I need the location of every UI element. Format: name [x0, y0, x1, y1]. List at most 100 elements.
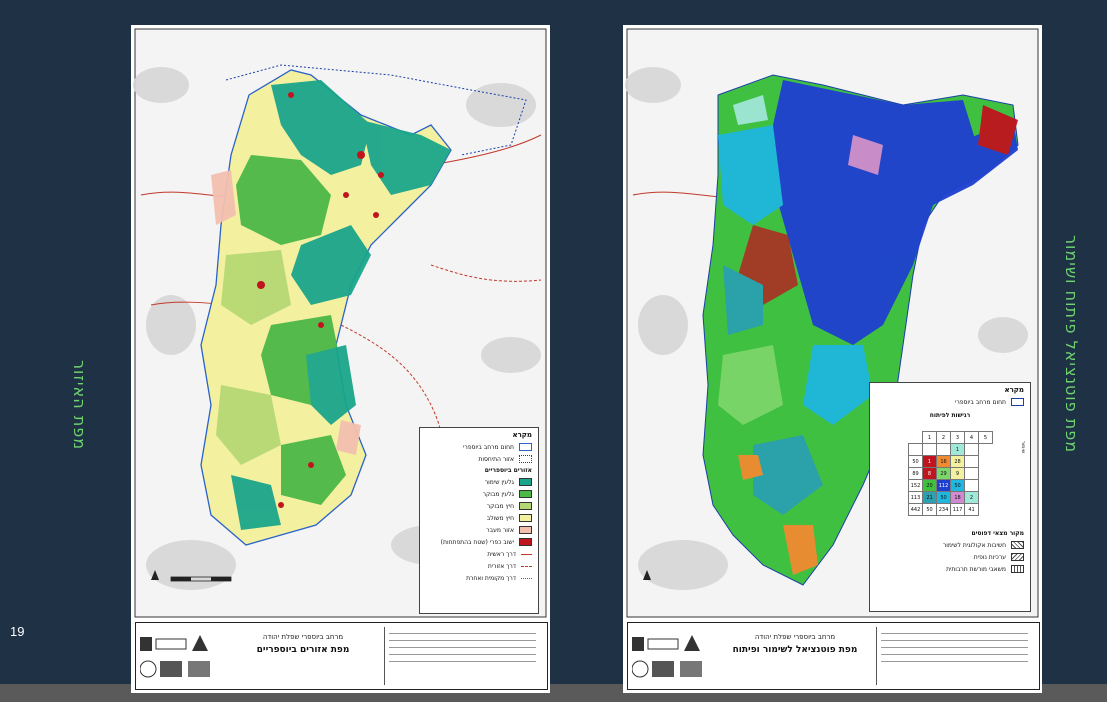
legend-item: דרך אזורית [420, 560, 538, 572]
legend-item: חיץ מבוקר [420, 500, 538, 512]
legend-item: דרך מקומית ואחרת [420, 572, 538, 584]
map-title-block: מרחב ביוספרי שפלת יהודה מפת אזורים ביוספ… [135, 622, 548, 690]
map-title: מרחב ביוספרי שפלת יהודה מפת אזורים ביוספ… [228, 633, 378, 655]
matrix-cell: 50 [922, 503, 937, 516]
matrix-cell: 152 [908, 479, 923, 492]
right-slide-title: מפת פוטנציאל פיתוח ושימור [1062, 235, 1081, 454]
matrix-col-header: 5 [978, 431, 993, 444]
legend-label: דרך ראשית [487, 550, 516, 558]
matrix-cell: 20 [922, 479, 937, 492]
map-subtitle: מרחב ביוספרי שפלת יהודה [754, 633, 836, 641]
matrix-cell: 117 [950, 503, 965, 516]
legend-label: גלעין מבוקר [482, 490, 514, 498]
map-title-block: מרחב ביוספרי שפלת יהודה מפת פוטנציאל לשי… [627, 622, 1040, 690]
matrix-cell [964, 443, 979, 456]
matrix-cell: 50 [950, 479, 965, 492]
legend-subheader: אזורים ביוספריים [484, 467, 532, 474]
legend-label: תחום מרחב ביוספרי [463, 443, 514, 451]
matrix-cell: 442 [908, 503, 923, 516]
legend-swatch [519, 443, 532, 451]
legend-label: תחום מרחב ביוספרי [955, 398, 1006, 406]
legend-swatch [519, 526, 532, 534]
legend-line [521, 565, 532, 567]
sensitivity-matrix: 1 2 3 4 5 1 50 1 16 28 [908, 431, 993, 516]
matrix-cell: 2 [964, 491, 979, 504]
legend-item: תחום מרחב ביוספרי [420, 441, 538, 453]
legend-swatch [519, 514, 532, 522]
matrix-cell: 1 [950, 443, 965, 456]
matrix-col-header: 3 [950, 431, 965, 444]
matrix-col-header: 1 [922, 431, 937, 444]
legend-label: חיץ מבוקר [486, 502, 514, 510]
potential-legend: מקרא תחום מרחב ביוספרי רגישות לפיתוח 1 2… [869, 382, 1031, 612]
matrix-cell: 50 [908, 455, 923, 468]
legend-line [521, 553, 532, 555]
matrix-cell [964, 479, 979, 492]
map-credits-box [876, 627, 1032, 685]
legend-label: דרך אזורית [487, 562, 516, 570]
matrix-title: רגישות לפיתוח [929, 412, 971, 419]
zones-legend: מקרא תחום מרחב ביוספרי אזור התיחסות אזור… [419, 427, 539, 614]
matrix-cell [936, 443, 951, 456]
legend-item: תחום מרחב ביוספרי [870, 396, 1030, 408]
legend-swatch [519, 455, 532, 463]
legend-item: אזור מעבר [420, 524, 538, 536]
map-main-title: מפת אזורים ביוספריים [256, 645, 350, 655]
legend-swatch [1011, 398, 1024, 406]
matrix-header-row: 1 2 3 4 5 [909, 431, 993, 444]
matrix-cell: 8 [922, 467, 937, 480]
matrix-cell [964, 467, 979, 480]
legend-title: מקרא [1004, 386, 1024, 394]
legend-label: ישוב כפרי (שטח בהתפתחות) [440, 538, 514, 546]
patterns-title: מקור מצאי דפוסים [971, 530, 1024, 537]
legend-line [521, 577, 532, 579]
matrix-row: 152 20 112 50 [908, 479, 993, 492]
legend-item: אזור התיחסות [420, 453, 538, 465]
matrix-row-header: שימור [1020, 441, 1026, 454]
legend-item: ערכיות נופית [870, 551, 1030, 563]
matrix-cell [908, 443, 923, 456]
matrix-col-header: 2 [936, 431, 951, 444]
legend-swatch [519, 478, 532, 486]
matrix-cell: 28 [950, 455, 965, 468]
legend-item: משאבי מורשת תרבותית [870, 563, 1030, 575]
biosphere-zones-map: מקרא תחום מרחב ביוספרי אזור התיחסות אזור… [131, 25, 550, 693]
matrix-cell: 113 [908, 491, 923, 504]
matrix-cell: 9 [950, 467, 965, 480]
matrix-col-header: 4 [964, 431, 979, 444]
matrix-cell: 112 [936, 479, 951, 492]
legend-label: חיץ משולב [486, 514, 514, 522]
map-main-title: מפת פוטנציאל לשימור ופיתוח [732, 645, 858, 655]
legend-swatch [519, 538, 532, 546]
legend-label: משאבי מורשת תרבותית [946, 565, 1006, 573]
legend-label: ערכיות נופית [973, 553, 1006, 561]
legend-swatch [519, 490, 532, 498]
matrix-cell [922, 443, 937, 456]
institution-logos [140, 635, 210, 678]
matrix-cell: 29 [936, 467, 951, 480]
matrix-cell: 21 [922, 491, 937, 504]
map-credits-box [384, 627, 540, 685]
legend-swatch [519, 502, 532, 510]
left-slide-title: מפת האיזור [70, 360, 89, 451]
legend-label: אזור מעבר [486, 526, 514, 534]
legend-swatch [1011, 553, 1024, 561]
matrix-totals-row: 442 50 234 117 41 [908, 503, 993, 516]
legend-item: דרך ראשית [420, 548, 538, 560]
matrix-cell: 50 [936, 491, 951, 504]
map-title: מרחב ביוספרי שפלת יהודה מפת פוטנציאל לשי… [720, 633, 870, 655]
matrix-cell: 18 [950, 491, 965, 504]
legend-label: חשיבות אקולוגית לשימור [942, 541, 1006, 549]
legend-swatch [1011, 541, 1024, 549]
legend-label: גלעין שימור [484, 478, 514, 486]
map-subtitle: מרחב ביוספרי שפלת יהודה [262, 633, 344, 641]
matrix-row: 50 1 16 28 [908, 455, 993, 468]
legend-item: גלעין שימור [420, 476, 538, 488]
legend-item: חיץ משולב [420, 512, 538, 524]
legend-swatch [1011, 565, 1024, 573]
legend-label: דרך מקומית ואחרת [466, 574, 516, 582]
matrix-cell: 89 [908, 467, 923, 480]
matrix-cell [964, 455, 979, 468]
legend-item: גלעין מבוקר [420, 488, 538, 500]
legend-item: חשיבות אקולוגית לשימור [870, 539, 1030, 551]
